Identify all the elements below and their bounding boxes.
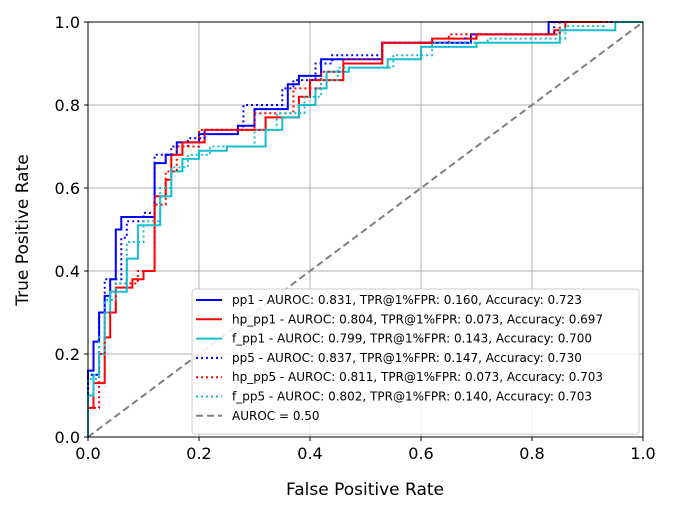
ticks: 0.00.0 0.2 0.2 0.4 0.4 0.6 0.6 0.8 0.8 1.0 1.0 xyxy=(55,13,656,463)
y-tick-label: 0.2 xyxy=(55,345,80,364)
legend: pp1 - AUROC: 0.831, TPR@1%FPR: 0.160, Ac… xyxy=(191,288,640,435)
x-tick-label: 0.0 xyxy=(75,444,100,463)
y-tick-label: 0.0 xyxy=(55,428,80,447)
legend-label: f_pp1 - AUROC: 0.799, TPR@1%FPR: 0.143, … xyxy=(232,332,592,346)
legend-label: pp1 - AUROC: 0.831, TPR@1%FPR: 0.160, Ac… xyxy=(232,293,582,307)
y-tick-label: 0.4 xyxy=(55,262,80,281)
series-line-3 xyxy=(87,21,643,437)
y-axis-title: True Positive Rate xyxy=(13,154,33,306)
legend-label: f_pp5 - AUROC: 0.802, TPR@1%FPR: 0.140, … xyxy=(232,390,592,404)
series-line-7 xyxy=(87,21,644,438)
series-line-6 xyxy=(87,21,643,437)
y-tick-label: 0.8 xyxy=(55,96,80,115)
x-tick-label: 0.4 xyxy=(297,444,322,463)
x-tick-label: 1.0 xyxy=(630,444,655,463)
x-tick-label: 0.6 xyxy=(408,444,433,463)
x-tick-label: 0.8 xyxy=(519,444,544,463)
legend-label: pp5 - AUROC: 0.837, TPR@1%FPR: 0.147, Ac… xyxy=(232,351,582,365)
y-tick-label: 1.0 xyxy=(55,13,80,32)
legend-label: hp_pp5 - AUROC: 0.811, TPR@1%FPR: 0.073,… xyxy=(232,370,603,384)
x-axis-title: False Positive Rate xyxy=(286,480,444,500)
legend-box xyxy=(191,288,640,435)
x-tick-label: 0.2 xyxy=(186,444,211,463)
series-layer xyxy=(87,21,644,438)
series-line-5 xyxy=(87,21,643,437)
legend-label: hp_pp1 - AUROC: 0.804, TPR@1%FPR: 0.073,… xyxy=(232,312,603,326)
plot-frame xyxy=(87,21,644,438)
legend-label: AUROC = 0.50 xyxy=(232,409,320,423)
y-tick-label: 0.6 xyxy=(55,179,80,198)
